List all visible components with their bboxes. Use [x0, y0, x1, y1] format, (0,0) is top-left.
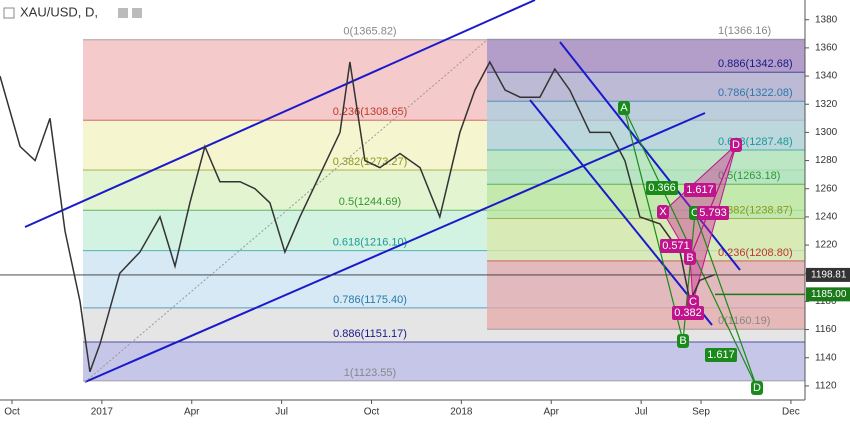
fib-label: 0(1160.19)	[718, 315, 770, 327]
pattern-label: A	[620, 102, 628, 114]
fib-label: 0(1365.82)	[343, 26, 396, 38]
fib-label: 0.786(1322.08)	[718, 87, 793, 99]
trend-line	[529, 99, 713, 326]
trend-line	[559, 41, 741, 271]
pattern-label-bg	[751, 381, 763, 395]
pattern-label-bg	[677, 334, 689, 348]
x-tick-label: 2017	[91, 407, 114, 418]
channel-line	[84, 112, 706, 383]
y-tick-label: 1140	[815, 352, 837, 363]
settings-icon[interactable]	[118, 8, 128, 18]
pattern-label: B	[686, 252, 693, 264]
ratio-label-bg	[684, 183, 716, 197]
channel-line	[24, 0, 536, 228]
fib-label: 0.886(1151.17)	[333, 328, 407, 340]
ratio-label-bg	[697, 206, 729, 220]
pattern-label: D	[732, 139, 740, 151]
y-tick-label: 1120	[815, 381, 837, 392]
x-tick-label: 2018	[450, 407, 473, 418]
x-tick-label: Jul	[275, 407, 288, 418]
fib-label: 0.382(1238.87)	[718, 204, 793, 216]
pattern-label: D	[753, 382, 761, 394]
y-tick-label: 1360	[815, 43, 838, 54]
hide-icon[interactable]	[132, 8, 142, 18]
y-tick-label: 1300	[815, 127, 838, 138]
y-tick-label: 1240	[815, 212, 838, 223]
x-tick-label: Oct	[4, 407, 20, 418]
fib-label: 0.236(1308.65)	[333, 106, 408, 118]
y-tick-label: 1260	[815, 183, 838, 194]
ratio-label-bg	[660, 239, 692, 253]
pattern-label-bg	[730, 138, 742, 152]
fib-band	[83, 342, 805, 381]
x-tick-label: Dec	[782, 407, 800, 418]
ratio-label: 1.617	[707, 349, 735, 361]
ratio-label-bg	[646, 181, 678, 195]
fib-label: 0.786(1175.40)	[333, 294, 407, 306]
fib-band	[487, 39, 805, 73]
fib-label: 0.5(1263.18)	[718, 170, 780, 182]
y-tick-label: 1220	[815, 240, 838, 251]
fib-label: 0.886(1342.68)	[718, 58, 793, 70]
pattern-label: C	[691, 207, 699, 219]
fib-label: 0.382(1273.27)	[333, 156, 408, 168]
ratio-label: 0.382	[674, 307, 702, 319]
fib-band	[487, 150, 805, 185]
ratio-label: 0.366	[648, 182, 676, 194]
x-tick-label: Jul	[635, 407, 648, 418]
fib-label: 0.618(1216.10)	[333, 236, 408, 248]
ratio-label-bg	[705, 348, 737, 362]
price-marker-label: 1198.81	[811, 270, 847, 281]
ratio-label: 0.571	[662, 240, 690, 252]
price-marker-label: 1185.00	[811, 289, 847, 300]
fib-label: 0.5(1244.69)	[339, 196, 401, 208]
fib-label: 1(1123.55)	[344, 367, 396, 379]
y-tick-label: 1380	[815, 14, 838, 25]
price-marker-box	[806, 267, 850, 282]
x-tick-label: Sep	[692, 407, 710, 418]
fib-label: 1(1366.16)	[718, 25, 771, 37]
price-axis	[805, 0, 850, 421]
drawings	[24, 0, 758, 389]
y-tick-label: 1180	[815, 296, 837, 307]
plot: A X B C D C B D 0.366 1.617 5.793 0.571 0.382 1.617	[0, 60, 805, 395]
collapse-icon	[3, 7, 15, 19]
axes: 1120114011601180120012201240126012801300…	[4, 14, 850, 418]
ratio-label: 1.617	[686, 184, 714, 196]
x-tick-label: Apr	[543, 407, 559, 418]
pattern-label: X	[659, 206, 667, 218]
y-tick-label: 1280	[815, 155, 838, 166]
ratio-label: 5.793	[699, 207, 727, 219]
y-tick-label: 1320	[815, 99, 838, 110]
fib-band	[487, 218, 805, 261]
fib-band	[487, 101, 805, 151]
pattern-label: C	[689, 296, 697, 308]
header-bg	[0, 3, 148, 23]
ratio-label-bg	[672, 306, 704, 320]
pattern-label-bg	[618, 101, 630, 115]
y-tick-label: 1340	[815, 71, 838, 82]
price-marker-box	[806, 287, 850, 302]
pattern-label-bg	[684, 251, 696, 265]
y-tick-label: 1160	[815, 324, 837, 335]
symbol-title: XAU/USD, D,	[20, 4, 98, 19]
pattern-label-bg	[657, 205, 669, 219]
x-tick-label: Apr	[184, 407, 200, 418]
x-tick-label: Oct	[364, 407, 380, 418]
pattern-label: B	[679, 335, 686, 347]
fib-label: 0.236(1208.80)	[718, 247, 793, 259]
fib-label: 0.618(1287.48)	[718, 136, 793, 148]
harmonic	[689, 144, 737, 303]
price-line	[0, 60, 716, 373]
pattern-label-bg	[687, 295, 699, 309]
